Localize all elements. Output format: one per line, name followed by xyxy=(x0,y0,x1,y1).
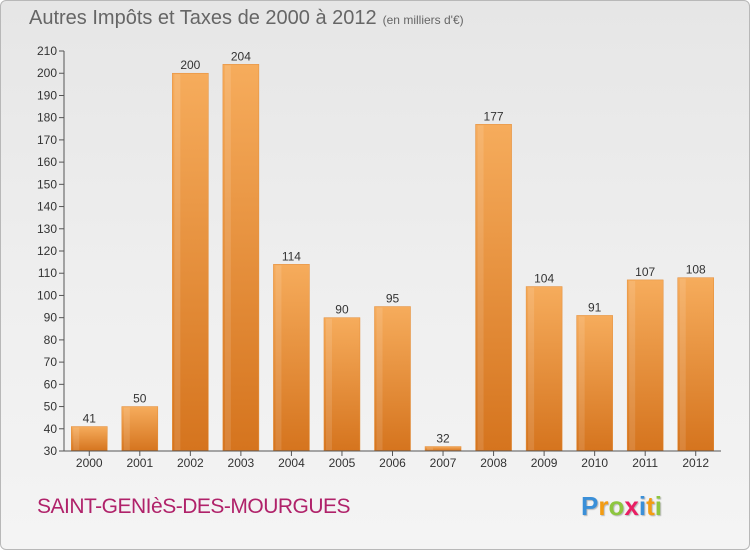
bar-highlight xyxy=(427,447,434,450)
y-tick-label: 60 xyxy=(44,377,58,391)
y-tick-label: 100 xyxy=(37,288,57,302)
logo-letter: r xyxy=(598,491,609,521)
bar-highlight xyxy=(629,280,636,450)
x-tick-label: 2012 xyxy=(682,456,709,470)
x-tick-label: 2003 xyxy=(228,456,255,470)
y-tick-label: 90 xyxy=(44,311,58,325)
logo-letter: o xyxy=(608,491,625,521)
x-tick-label: 2006 xyxy=(379,456,406,470)
y-tick-label: 120 xyxy=(37,244,57,258)
bar xyxy=(323,317,361,452)
bar-value-label: 204 xyxy=(231,49,251,63)
x-tick-label: 2007 xyxy=(430,456,457,470)
bar xyxy=(626,279,664,452)
bar-highlight xyxy=(325,318,332,450)
bar-value-label: 107 xyxy=(635,265,655,279)
bar-value-label: 104 xyxy=(534,272,554,286)
y-tick-label: 50 xyxy=(44,400,58,414)
proxiti-logo: Proxiti xyxy=(581,491,662,522)
bar xyxy=(677,277,714,452)
logo-letter: i xyxy=(638,491,647,521)
x-tick-label: 2011 xyxy=(632,456,658,470)
bar-highlight xyxy=(73,427,80,450)
y-tick-label: 130 xyxy=(37,222,57,236)
bar-value-label: 177 xyxy=(484,109,504,123)
bar xyxy=(172,72,209,452)
y-tick-label: 70 xyxy=(44,355,58,369)
y-tick-label: 80 xyxy=(44,333,58,347)
title-text: Autres Impôts et Taxes de 2000 à 2012 xyxy=(29,7,377,29)
logo-letter: i xyxy=(654,491,662,521)
y-tick-label: 180 xyxy=(37,111,57,125)
y-tick-label: 110 xyxy=(38,266,57,280)
bar xyxy=(121,406,159,452)
logo-letter: P xyxy=(581,491,599,521)
x-tick-label: 2000 xyxy=(76,456,103,470)
x-tick-label: 2002 xyxy=(177,456,204,470)
y-tick-label: 200 xyxy=(37,66,57,80)
bar xyxy=(374,306,411,452)
y-tick-label: 190 xyxy=(37,88,57,102)
y-axis: 30 40 50 60 70 80 90 100 110 120 130 140 150 160 170 18… xyxy=(37,44,65,458)
bar-highlight xyxy=(528,287,535,450)
y-tick-label: 140 xyxy=(37,200,57,214)
y-tick-label: 170 xyxy=(37,133,57,147)
bar-value-label: 108 xyxy=(686,263,706,277)
logo-letter: t xyxy=(646,491,655,521)
chart-title: Autres Impôts et Taxes de 2000 à 2012 (en… xyxy=(29,7,464,30)
bar xyxy=(71,426,108,452)
bar-highlight xyxy=(477,125,484,450)
bar-highlight xyxy=(275,265,282,450)
x-tick-label: 2005 xyxy=(329,456,356,470)
unit-label: (en milliers d'€) xyxy=(382,13,464,27)
y-tick-label: 160 xyxy=(37,155,57,169)
bar-value-label: 90 xyxy=(335,303,349,317)
bar-value-label: 91 xyxy=(588,300,602,314)
bar-highlight xyxy=(578,316,585,450)
x-axis: 2000 2001 2002 2003 2004 2005 2006 2007 2008 2009… xyxy=(64,450,721,470)
y-tick-label: 30 xyxy=(44,444,58,458)
bar xyxy=(222,64,260,452)
bar-highlight xyxy=(123,407,130,450)
bar-value-label: 32 xyxy=(436,432,450,446)
x-tick-label: 2009 xyxy=(531,456,558,470)
bar-value-label: 50 xyxy=(133,392,147,406)
x-tick-label: 2010 xyxy=(581,456,608,470)
bar-highlight xyxy=(174,74,181,450)
logo-letter: x xyxy=(624,491,639,521)
x-tick-label: 2008 xyxy=(480,456,507,470)
bars: 41 50 200 204 114 90 95 32 177 104 91 107 108 xyxy=(71,49,714,452)
bar xyxy=(525,286,563,452)
y-tick-label: 40 xyxy=(44,422,58,436)
bar xyxy=(475,124,512,452)
x-tick-label: 2001 xyxy=(126,456,153,470)
bar-value-label: 95 xyxy=(386,292,400,306)
commune-name: SAINT-GENIèS-DES-MOURGUES xyxy=(37,495,351,518)
bar-highlight xyxy=(679,278,686,450)
bar-highlight xyxy=(224,65,231,450)
bar-highlight xyxy=(376,307,383,450)
bar-value-label: 200 xyxy=(180,58,200,72)
x-tick-label: 2004 xyxy=(278,456,305,470)
y-tick-label: 210 xyxy=(37,44,57,58)
y-tick-label: 150 xyxy=(37,177,57,191)
bar-value-label: 114 xyxy=(282,249,301,263)
bar-value-label: 41 xyxy=(83,412,97,426)
